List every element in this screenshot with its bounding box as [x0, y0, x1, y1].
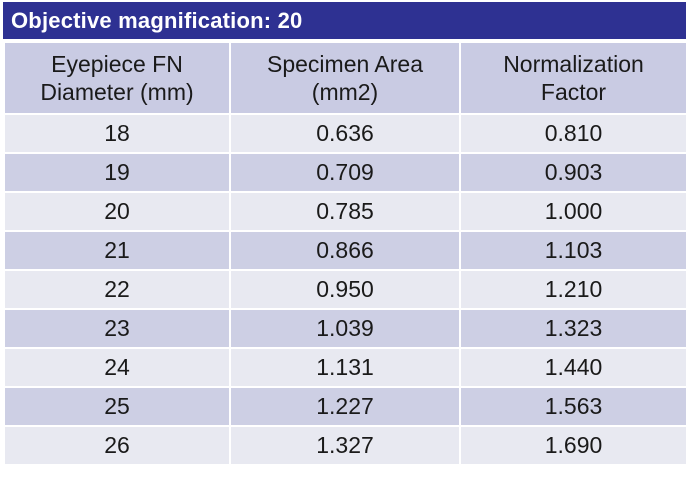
- table-row: 22 0.950 1.210: [3, 269, 688, 310]
- data-table: Eyepiece FN Diameter (mm) Specimen Area …: [3, 41, 688, 466]
- cell-eyepiece-fn: 20: [3, 191, 231, 232]
- cell-eyepiece-fn: 19: [3, 152, 231, 193]
- header-eyepiece-fn: Eyepiece FN Diameter (mm): [3, 41, 231, 115]
- table-title: Objective magnification: 20: [3, 2, 686, 39]
- table-row: 18 0.636 0.810: [3, 113, 688, 154]
- cell-eyepiece-fn: 25: [3, 386, 231, 427]
- cell-specimen-area: 0.709: [229, 152, 461, 193]
- cell-normalization-factor: 1.103: [459, 230, 688, 271]
- header-row: Eyepiece FN Diameter (mm) Specimen Area …: [3, 41, 688, 115]
- table-row: 23 1.039 1.323: [3, 308, 688, 349]
- cell-normalization-factor: 1.000: [459, 191, 688, 232]
- header-line: Eyepiece FN: [51, 51, 183, 77]
- cell-specimen-area: 1.131: [229, 347, 461, 388]
- cell-specimen-area: 0.636: [229, 113, 461, 154]
- cell-specimen-area: 0.950: [229, 269, 461, 310]
- cell-normalization-factor: 1.440: [459, 347, 688, 388]
- cell-normalization-factor: 1.690: [459, 425, 688, 466]
- cell-specimen-area: 0.785: [229, 191, 461, 232]
- cell-eyepiece-fn: 22: [3, 269, 231, 310]
- cell-specimen-area: 1.227: [229, 386, 461, 427]
- cell-normalization-factor: 1.563: [459, 386, 688, 427]
- cell-normalization-factor: 1.210: [459, 269, 688, 310]
- table-row: 24 1.131 1.440: [3, 347, 688, 388]
- header-normalization-factor: Normalization Factor: [459, 41, 688, 115]
- header-specimen-area: Specimen Area (mm2): [229, 41, 461, 115]
- cell-specimen-area: 0.866: [229, 230, 461, 271]
- cell-eyepiece-fn: 24: [3, 347, 231, 388]
- table-row: 21 0.866 1.103: [3, 230, 688, 271]
- cell-normalization-factor: 1.323: [459, 308, 688, 349]
- header-line: Specimen Area: [267, 51, 423, 77]
- cell-eyepiece-fn: 21: [3, 230, 231, 271]
- cell-normalization-factor: 0.810: [459, 113, 688, 154]
- cell-eyepiece-fn: 18: [3, 113, 231, 154]
- header-line: Factor: [540, 79, 607, 105]
- cell-specimen-area: 1.327: [229, 425, 461, 466]
- cell-eyepiece-fn: 23: [3, 308, 231, 349]
- cell-specimen-area: 1.039: [229, 308, 461, 349]
- header-line: (mm2): [311, 79, 379, 105]
- header-line: Diameter (mm): [40, 79, 194, 105]
- table-row: 19 0.709 0.903: [3, 152, 688, 193]
- table-row: 26 1.327 1.690: [3, 425, 688, 466]
- cell-normalization-factor: 0.903: [459, 152, 688, 193]
- cell-eyepiece-fn: 26: [3, 425, 231, 466]
- table-row: 20 0.785 1.000: [3, 191, 688, 232]
- table-row: 25 1.227 1.563: [3, 386, 688, 427]
- header-line: Normalization: [503, 51, 644, 77]
